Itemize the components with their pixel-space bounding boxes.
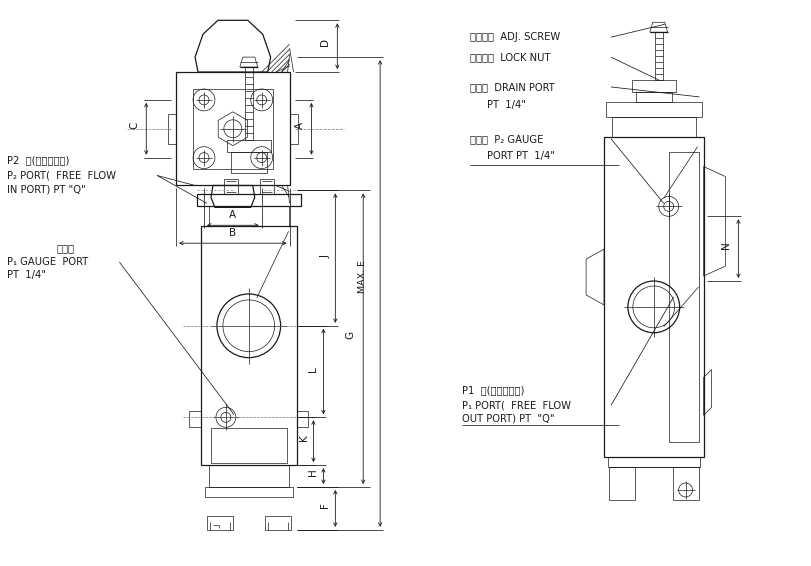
Text: 固定螺帽  LOCK NUT: 固定螺帽 LOCK NUT (470, 52, 550, 62)
Text: P1  口(自由流入口): P1 口(自由流入口) (461, 385, 524, 396)
Bar (227, 140, 271, 152)
Bar (209, 465, 289, 487)
Bar (231, 152, 267, 173)
Text: PT  1/4": PT 1/4" (487, 100, 526, 110)
Text: K: K (298, 435, 308, 441)
Bar (260, 178, 273, 195)
Text: MAX. E: MAX. E (358, 260, 367, 293)
Text: P₁ PORT(  FREE  FLOW: P₁ PORT( FREE FLOW (461, 400, 571, 410)
Text: IN PORT) PT "Q": IN PORT) PT "Q" (7, 185, 86, 195)
Text: P2  口(自由流入口): P2 口(自由流入口) (7, 156, 70, 166)
Bar (264, 516, 290, 530)
Text: 測壓口  P₂ GAUGE: 測壓口 P₂ GAUGE (470, 134, 543, 144)
Bar (189, 411, 201, 427)
Bar (297, 411, 308, 427)
Bar (168, 114, 176, 144)
Bar (209, 207, 289, 226)
Text: P₁ GAUGE  PORT: P₁ GAUGE PORT (7, 257, 88, 267)
Text: N: N (722, 241, 732, 248)
Bar (608, 457, 700, 467)
Bar (606, 102, 702, 117)
Text: F: F (320, 503, 330, 508)
Text: P₂ PORT(  FREE  FLOW: P₂ PORT( FREE FLOW (7, 170, 116, 181)
Text: 淺流口  DRAIN PORT: 淺流口 DRAIN PORT (470, 82, 555, 92)
Bar (636, 92, 672, 102)
Text: J: J (320, 255, 330, 258)
Bar (207, 516, 233, 530)
Bar (609, 467, 635, 500)
Bar (672, 467, 698, 500)
Bar (193, 89, 272, 169)
Text: H: H (308, 468, 319, 476)
Text: G: G (345, 331, 355, 338)
Bar (224, 178, 238, 195)
Bar (201, 226, 297, 465)
Text: A: A (294, 122, 304, 128)
Bar (604, 137, 703, 457)
Text: 測壓口: 測壓口 (57, 243, 75, 253)
Text: B: B (230, 228, 237, 238)
Bar (612, 117, 696, 137)
Text: C: C (129, 121, 139, 128)
Text: OUT PORT) PT  "Q": OUT PORT) PT "Q" (461, 413, 555, 423)
Text: D: D (320, 38, 330, 46)
Bar (176, 72, 290, 186)
Bar (205, 487, 293, 497)
Text: A: A (230, 211, 237, 220)
Text: L: L (308, 366, 319, 371)
Bar (197, 195, 301, 207)
Bar (669, 152, 698, 442)
Text: PT  1/4": PT 1/4" (7, 270, 46, 280)
Bar (290, 114, 298, 144)
Text: PORT PT  1/4": PORT PT 1/4" (487, 151, 555, 161)
Bar (211, 428, 286, 463)
Text: 調節螺絲  ADJ. SCREW: 調節螺絲 ADJ. SCREW (470, 32, 560, 42)
Bar (632, 80, 676, 92)
